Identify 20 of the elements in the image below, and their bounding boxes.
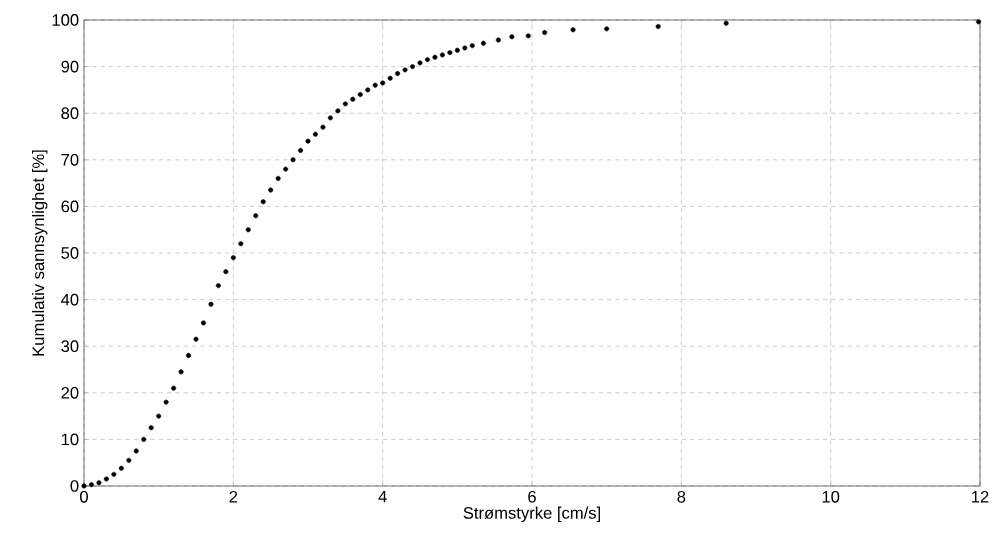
y-tick-label: 70: [61, 153, 79, 166]
y-tick-label: 0: [70, 480, 79, 492]
y-tick-label: 50: [61, 247, 79, 259]
x-tick-label: 4: [378, 490, 387, 503]
y-tick-label: 90: [61, 60, 79, 73]
y-tick-label: 10: [61, 433, 79, 446]
x-tick-label: 2: [229, 490, 238, 503]
y-tick-label: 60: [61, 200, 79, 213]
x-tick-label: 8: [677, 490, 686, 503]
x-tick-label: 0: [80, 490, 88, 503]
y-axis-title: Kumulativ sannsynlighet [%]: [31, 150, 48, 356]
y-tick-label: 20: [61, 386, 79, 399]
x-tick-label: 10: [822, 490, 840, 503]
y-tick-label: 40: [61, 293, 79, 306]
x-axis-title: Strømstyrke [cm/s]: [463, 506, 600, 523]
x-tick-label: 6: [528, 490, 536, 503]
y-tick-label: 30: [61, 340, 79, 353]
y-tick-label: 100: [52, 14, 79, 26]
x-tick-label: 12: [972, 490, 989, 503]
y-tick-label: 80: [61, 107, 79, 120]
